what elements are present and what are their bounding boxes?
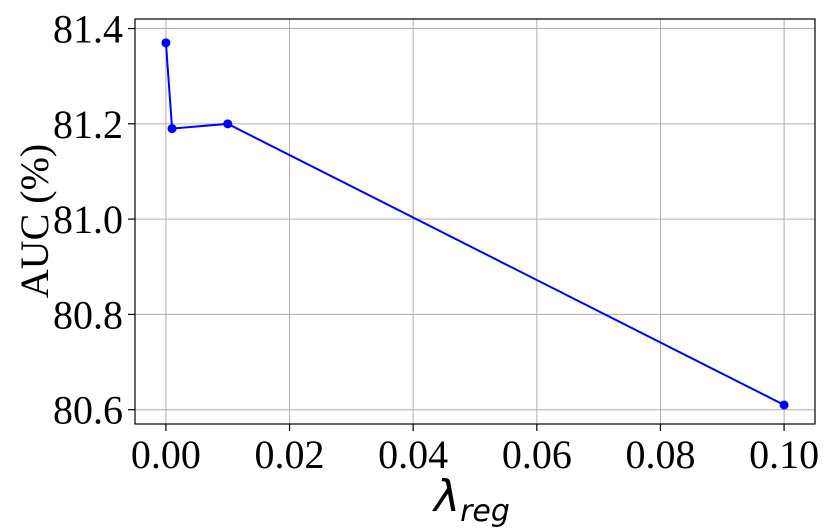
- x-axis-label-symbol: λ: [432, 471, 460, 522]
- x-tick-label: 0.02: [255, 432, 325, 477]
- x-tick-label: 0.00: [131, 432, 201, 477]
- data-point: [779, 400, 789, 410]
- data-point: [223, 119, 233, 129]
- data-point: [161, 38, 171, 48]
- y-tick-label: 80.8: [53, 292, 123, 337]
- y-tick-label: 81.0: [53, 197, 123, 242]
- y-tick-label: 81.2: [53, 102, 123, 147]
- plot-frame: [134, 18, 816, 425]
- series-layer: [161, 38, 789, 410]
- x-tick-label: 0.10: [749, 432, 819, 477]
- x-axis-label: λreg: [432, 471, 510, 529]
- y-tick-label: 80.6: [53, 388, 123, 433]
- x-tick-label: 0.08: [625, 432, 695, 477]
- grid: [135, 19, 815, 424]
- axis-ticks: 0.00 0.02 0.04 0.06 0.08 0.10 80.6 80.8 81.0 81.2…: [53, 7, 819, 477]
- y-axis-label: AUC (%): [12, 144, 57, 298]
- x-tick-label: 0.04: [378, 432, 448, 477]
- series-line: [164, 42, 785, 406]
- data-point: [167, 124, 177, 134]
- y-tick-label: 81.4: [53, 7, 123, 52]
- x-tick-label: 0.06: [502, 432, 572, 477]
- x-axis-label-subscript: reg: [460, 494, 510, 529]
